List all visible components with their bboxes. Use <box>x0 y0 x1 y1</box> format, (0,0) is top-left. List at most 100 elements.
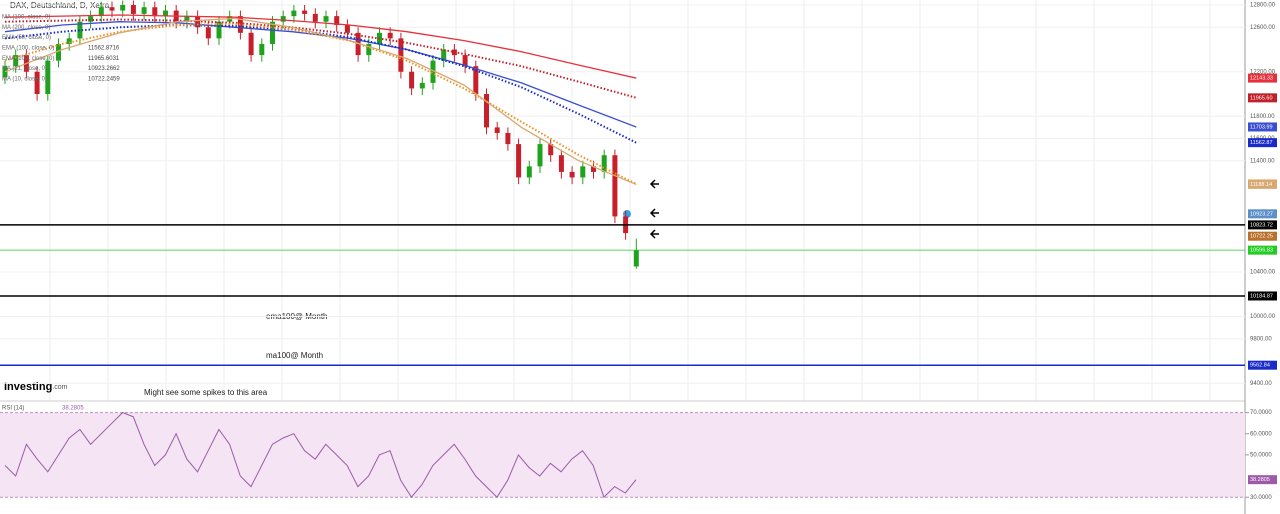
legend-value: 11562.8716 <box>88 45 120 51</box>
brand-logo: Investing.com <box>4 381 68 393</box>
rsi-title: RSI (14) <box>2 406 24 412</box>
candle-body <box>441 49 447 61</box>
candle-body <box>280 16 286 22</box>
price-label-box <box>1248 73 1277 83</box>
candle-body <box>430 60 436 83</box>
price-label: 11562.87 <box>1250 140 1273 146</box>
candle-body <box>45 60 51 95</box>
candle-body <box>205 27 211 39</box>
candle-body <box>77 21 83 39</box>
candle-body <box>323 16 329 22</box>
candle-body <box>537 144 543 167</box>
candle-body <box>334 16 340 26</box>
candle-body <box>56 43 61 61</box>
y-tick-label: 12200.00 <box>1250 69 1276 75</box>
candle-body <box>591 166 596 172</box>
candle-body <box>109 7 115 11</box>
candle-body <box>601 155 607 172</box>
annotation: ma100@ Month <box>266 351 323 360</box>
moving-average <box>4 18 637 99</box>
candle-body <box>462 55 468 67</box>
rsi-value-box <box>1248 475 1277 485</box>
legend-name: MA (100, close, 0) <box>2 15 50 21</box>
candle-body <box>216 21 222 39</box>
candle-body <box>302 10 308 14</box>
candle-body <box>152 7 158 17</box>
candle-body <box>120 5 126 11</box>
price-label-box <box>1248 231 1277 241</box>
chart-title: DAX, Deutschland, D, Xetra <box>10 1 110 10</box>
price-label-box <box>1248 122 1277 132</box>
candle-body <box>473 66 479 95</box>
annotation: Might see some spikes to this area <box>144 388 268 397</box>
arrows <box>649 179 659 239</box>
candle-body <box>312 13 318 22</box>
candle-body <box>612 155 618 217</box>
candle-body <box>484 94 489 128</box>
candle-body <box>558 155 564 172</box>
candle-body <box>66 38 72 44</box>
price-label: 12143.33 <box>1250 76 1273 82</box>
candle-body <box>516 144 522 178</box>
y-tick-label: 12800.00 <box>1250 3 1276 9</box>
candle-body <box>88 16 94 22</box>
legend-name: EMA (50, close, 0) <box>2 35 51 41</box>
price-label: 11188.14 <box>1250 182 1272 188</box>
price-label: 10923.27 <box>1250 211 1273 217</box>
candle-body <box>580 166 586 178</box>
candle-body <box>505 132 511 145</box>
candle-body <box>526 166 532 178</box>
candle-body <box>184 16 190 22</box>
rsi-value: 38.2805 <box>62 406 84 412</box>
y-tick-label: 10000.00 <box>1250 314 1276 320</box>
price-label-box <box>1248 245 1277 255</box>
rsi-line <box>4 412 637 499</box>
rsi-tick-label: 30.0000 <box>1250 495 1272 501</box>
price-label: 10596.83 <box>1250 248 1273 254</box>
y-tick-label: 9800.00 <box>1250 336 1272 342</box>
moving-average <box>4 17 637 186</box>
price-label: 9562.84 <box>1250 363 1270 369</box>
y-tick-label: 12600.00 <box>1250 25 1276 31</box>
legend-name: EMA (100, close, 0) <box>2 45 54 51</box>
rsi-value-label: 38.2805 <box>1250 477 1270 483</box>
candle-body <box>633 250 639 267</box>
candle-body <box>270 21 275 44</box>
candle-body <box>569 171 575 178</box>
rsi-tick-label: 50.0000 <box>1250 452 1272 458</box>
y-tick-label: 11400.00 <box>1250 158 1275 164</box>
candle-body <box>409 71 415 89</box>
price-label: 10823.72 <box>1250 222 1273 228</box>
candle-body <box>98 7 104 17</box>
legend-value: 10722.2459 <box>88 76 120 82</box>
candle-body <box>163 10 168 17</box>
moving-average <box>4 21 637 128</box>
price-label: 10722.25 <box>1250 234 1273 240</box>
legend-name: EMA (200, close, 0) <box>2 56 54 62</box>
candle-body <box>387 32 393 39</box>
price-label-box <box>1248 291 1277 301</box>
candle-body <box>419 82 425 89</box>
candle-body <box>259 43 265 56</box>
price-label-box <box>1248 179 1277 189</box>
candle-body <box>248 32 254 56</box>
moving-average <box>4 23 637 144</box>
y-tick-label: 11800.00 <box>1250 114 1275 120</box>
candle-body <box>13 55 19 67</box>
price-label-box <box>1248 93 1277 103</box>
candle-body <box>130 5 136 14</box>
price-label-box <box>1248 138 1277 148</box>
marker-icon[interactable] <box>623 210 631 218</box>
legend-value: 10923.2662 <box>88 66 120 72</box>
price-label: 10184.87 <box>1250 293 1273 299</box>
candle-body <box>34 71 40 95</box>
candle-body <box>398 38 404 72</box>
legend-name: MA (200, close, 0) <box>2 25 50 31</box>
brand-suffix: .com <box>52 384 67 391</box>
rsi-tick-label: 60.0000 <box>1250 431 1272 437</box>
moving-average <box>4 14 637 79</box>
candle-body <box>494 127 500 133</box>
price-label-box <box>1248 209 1277 219</box>
candle-body <box>291 10 297 17</box>
